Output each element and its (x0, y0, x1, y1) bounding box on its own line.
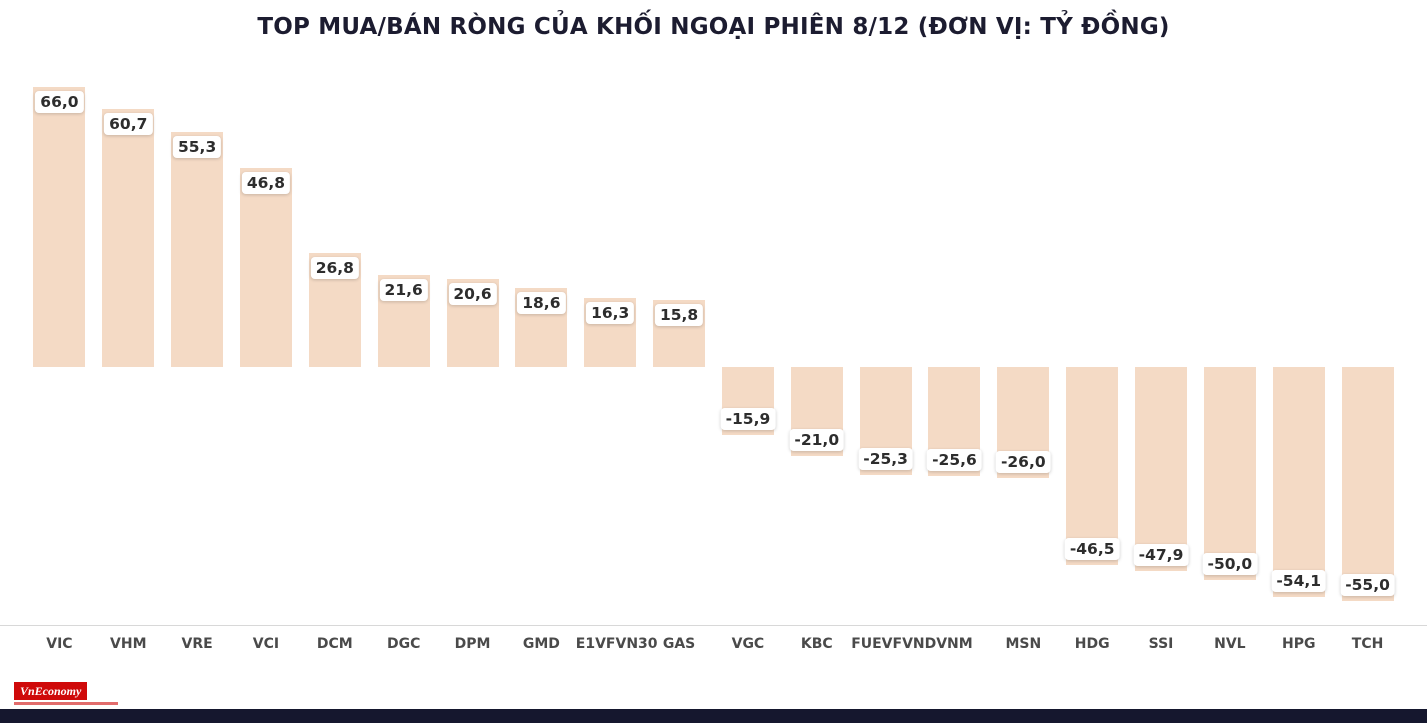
bar-column-DGC: 21,6 (369, 62, 438, 627)
x-axis-label-E1VFVN30: E1VFVN30 (575, 636, 658, 652)
plot-area: 66,0 60,7 55,3 46,8 26,8 21,6 20,6 18,6 16,3 15,8… (25, 62, 1402, 627)
x-axis-label-GAS: GAS (662, 636, 696, 652)
bar-column-VIC: 66,0 (25, 62, 94, 627)
value-label-GAS: 15,8 (654, 303, 704, 326)
value-label-DPM: 20,6 (448, 283, 497, 306)
x-axis-labels: VIC VHM VRE VCI DCM DGC DPM GMD E1VFVN30 GAS VGC KB… (25, 636, 1402, 656)
value-label-MSN: -26,0 (995, 450, 1051, 473)
bar-TCH (1341, 367, 1394, 601)
value-label-DGC: 21,6 (379, 279, 428, 302)
bar-VIC (33, 86, 86, 367)
value-label-VHM: 60,7 (104, 113, 153, 136)
bar-column-TCH: -55,0 (1333, 62, 1402, 627)
x-axis-label-HDG: HDG (1074, 636, 1110, 652)
bar-column-DCM: 26,8 (300, 62, 369, 627)
x-axis-label-KBC: KBC (800, 636, 833, 652)
bar-NVL (1203, 367, 1256, 580)
value-label-NVL: -50,0 (1202, 552, 1258, 575)
value-label-SSI: -47,9 (1133, 543, 1189, 566)
bar-VCI (239, 168, 292, 367)
bar-column-VNM: -25,6 (920, 62, 989, 627)
value-label-HPG: -54,1 (1271, 569, 1327, 592)
x-axis-label-VIC: VIC (46, 636, 73, 652)
bar-column-NVL: -50,0 (1195, 62, 1264, 627)
value-label-VRE: 55,3 (172, 135, 222, 158)
bar-column-HDG: -46,5 (1058, 62, 1127, 627)
x-axis-label-FUEVFVND: FUEVFVND (851, 636, 937, 652)
x-axis-label-DPM: DPM (454, 636, 491, 652)
bar-column-VHM: 60,7 (94, 62, 163, 627)
bar-HPG (1272, 367, 1325, 597)
bar-column-VCI: 46,8 (232, 62, 301, 627)
value-label-FUEVFVND: -25,3 (858, 447, 913, 470)
value-label-VNM: -25,6 (927, 448, 982, 471)
value-label-HDG: -46,5 (1064, 537, 1120, 560)
bar-column-FUEVFVND: -25,3 (851, 62, 920, 627)
x-axis-label-DCM: DCM (316, 636, 353, 652)
bar-column-VGC: -15,9 (714, 62, 783, 627)
vneconomy-logo: VnEconomy (14, 680, 118, 705)
x-axis-label-MSN: MSN (1005, 636, 1042, 652)
bar-column-DPM: 20,6 (438, 62, 507, 627)
x-axis-label-NVL: NVL (1214, 636, 1246, 652)
x-axis-label-VHM: VHM (110, 636, 147, 652)
bar-column-SSI: -47,9 (1127, 62, 1196, 627)
value-label-E1VFVN30: 16,3 (586, 301, 635, 324)
x-axis-label-TCH: TCH (1351, 636, 1384, 652)
bar-column-E1VFVN30: 16,3 (576, 62, 645, 627)
chart-title: TOP MUA/BÁN RÒNG CỦA KHỐI NGOẠI PHIÊN 8/… (257, 14, 1170, 40)
bar-column-GAS: 15,8 (645, 62, 714, 627)
value-label-DCM: 26,8 (310, 257, 359, 280)
value-label-GMD: 18,6 (517, 291, 566, 314)
x-axis-label-VNM: VNM (936, 636, 973, 652)
bar-column-MSN: -26,0 (989, 62, 1058, 627)
x-axis-label-VGC: VGC (731, 636, 765, 652)
bar-column-VRE: 55,3 (163, 62, 232, 627)
logo-tagline (14, 702, 118, 705)
x-axis-label-HPG: HPG (1281, 636, 1316, 652)
x-axis-label-SSI: SSI (1148, 636, 1174, 652)
bar-column-GMD: 18,6 (507, 62, 576, 627)
x-axis-label-GMD: GMD (522, 636, 560, 652)
x-axis-label-VRE: VRE (181, 636, 213, 652)
bar-column-KBC: -21,0 (782, 62, 851, 627)
bar-VRE (171, 131, 224, 367)
x-axis-label-VCI: VCI (252, 636, 280, 652)
x-axis-label-DGC: DGC (386, 636, 421, 652)
value-label-VIC: 66,0 (35, 90, 84, 113)
bar-VHM (102, 109, 155, 367)
vneconomy-logo-text: VnEconomy (14, 682, 88, 700)
bar-HDG (1066, 367, 1119, 565)
x-axis-line (0, 625, 1427, 626)
value-label-VCI: 46,8 (241, 172, 291, 195)
bar-SSI (1135, 367, 1188, 571)
value-label-VGC: -15,9 (720, 407, 776, 430)
value-label-KBC: -21,0 (789, 429, 845, 452)
footer-bar (0, 709, 1427, 723)
bar-column-HPG: -54,1 (1264, 62, 1333, 627)
value-label-TCH: -55,0 (1340, 573, 1395, 596)
